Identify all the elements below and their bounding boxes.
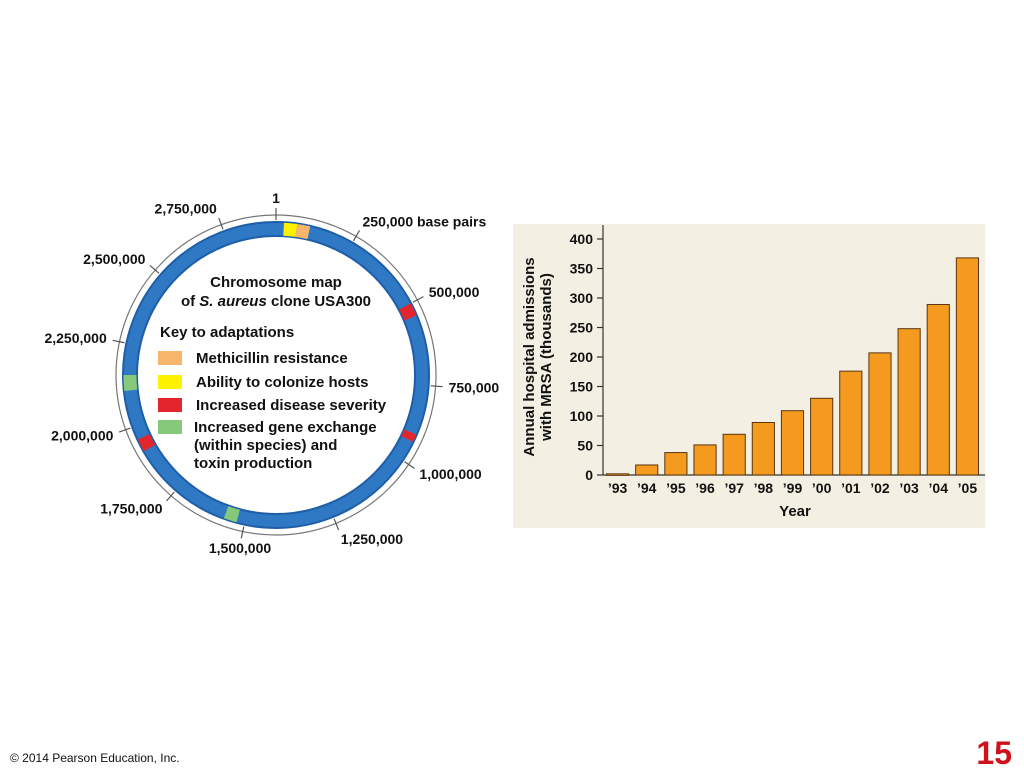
x-tick-label-0: ’93 [608, 480, 628, 496]
position-label-11: 2,750,000 [155, 201, 217, 217]
key-swatch-2 [158, 398, 182, 412]
position-label-8: 2,000,000 [51, 428, 113, 444]
y-tick-label-0: 0 [585, 467, 593, 483]
y-tick-label-1: 50 [577, 438, 593, 454]
position-tick-3 [430, 385, 443, 388]
map-title-species: S. aureus [199, 293, 267, 310]
bar-2 [664, 452, 688, 476]
x-tick-labels: ’93 ’94 ’95 ’96 ’97 ’98 ’99 ’00 ’01 ’02 ’03 ’04 ’05 [608, 480, 978, 496]
bar-10 [897, 328, 921, 476]
key-label-1: Ability to colonize hosts [196, 374, 369, 391]
adaptation-segments [123, 222, 417, 523]
mrsa-bar-chart: 0 50 100 150 200 250 300 350 400 ’93 ’94 ’95 ’96 ’97… [513, 224, 985, 528]
key-label-3-line0: Increased gene exchange [194, 419, 377, 436]
x-tick-label-6: ’99 [783, 480, 803, 496]
bar-12 [955, 257, 980, 476]
x-tick-label-12: ’05 [958, 480, 978, 496]
y-tick-label-8: 400 [570, 231, 594, 247]
y-tick-label-5: 250 [570, 320, 594, 336]
x-tick-label-5: ’98 [754, 480, 774, 496]
key-label-3-line1: (within species) and [194, 437, 337, 454]
bar-7 [810, 397, 834, 476]
adaptation-segment-0 [295, 223, 311, 240]
y-axis-title: Annual hospital admissions with MRSA (th… [521, 257, 555, 456]
x-tick-label-2: ’95 [666, 480, 686, 496]
key-swatch-1 [158, 375, 182, 389]
chromosome-map: 1 250,000 base pairs 500,000 750,000 1,000,0… [44, 190, 499, 556]
key-label-3-line2: toxin production [194, 455, 312, 472]
position-tick-5 [333, 518, 340, 531]
map-title-line1: Chromosome map [210, 274, 342, 291]
bar-3 [693, 444, 717, 476]
bar-9 [868, 352, 892, 476]
position-ticks [112, 208, 443, 539]
position-tick-7 [165, 491, 175, 502]
x-tick-label-11: ’04 [929, 480, 949, 496]
bar-5 [751, 421, 775, 476]
key-swatch-0 [158, 351, 182, 365]
position-labels: 1 250,000 base pairs 500,000 750,000 1,000,0… [44, 190, 499, 556]
map-title-rest: clone USA300 [267, 293, 371, 310]
key-swatch-3 [158, 420, 182, 434]
y-tick-label-4: 200 [570, 349, 594, 365]
key-title: Key to adaptations [160, 324, 294, 341]
copyright-notice: © 2014 Pearson Education, Inc. [10, 751, 180, 765]
position-tick-8 [118, 427, 131, 433]
y-tick-label-7: 350 [570, 261, 594, 277]
bar-8 [839, 370, 863, 476]
position-label-7: 1,750,000 [100, 501, 162, 517]
map-title-line2: of S. aureus clone USA300 [181, 293, 371, 310]
key-label-0: Methicillin resistance [196, 350, 348, 367]
y-tick-label-6: 300 [570, 290, 594, 306]
position-tick-4 [404, 461, 415, 469]
x-axis-title: Year [779, 503, 811, 520]
slide-number: 15 [976, 735, 1012, 771]
bar-4 [722, 433, 746, 476]
x-tick-label-7: ’00 [812, 480, 832, 496]
position-label-6: 1,500,000 [209, 540, 271, 556]
position-label-4: 1,000,000 [419, 466, 481, 482]
position-label-9: 2,250,000 [44, 330, 106, 346]
x-tick-label-10: ’03 [899, 480, 919, 496]
position-tick-2 [412, 296, 424, 303]
adaptation-key: Methicillin resistance Ability to coloniz… [158, 350, 387, 472]
x-tick-label-1: ’94 [637, 480, 657, 496]
bar-0 [606, 473, 630, 476]
chart-bars [606, 257, 980, 476]
map-title-of: of [181, 293, 199, 310]
position-label-5: 1,250,000 [341, 531, 403, 547]
x-tick-label-4: ’97 [724, 480, 744, 496]
adaptation-segment-1 [283, 222, 298, 237]
adaptation-segment-2 [399, 303, 417, 321]
y-axis-title-line2: with MRSA (thousands) [538, 273, 555, 442]
x-tick-label-3: ’96 [695, 480, 715, 496]
y-axis-title-line1: Annual hospital admissions [521, 257, 538, 456]
position-tick-9 [112, 339, 125, 344]
position-label-0: 1 [272, 190, 280, 206]
adaptation-segment-5 [137, 433, 156, 452]
position-tick-11 [218, 217, 224, 230]
adaptation-segment-6 [123, 374, 138, 391]
position-tick-6 [240, 526, 245, 539]
position-label-1: 250,000 base pairs [363, 214, 487, 230]
bar-11 [926, 303, 950, 476]
position-tick-1 [352, 230, 361, 242]
x-tick-label-8: ’01 [841, 480, 861, 496]
key-label-2: Increased disease severity [196, 397, 387, 414]
x-tick-label-9: ’02 [870, 480, 890, 496]
adaptation-segment-4 [223, 506, 240, 523]
bar-6 [780, 410, 805, 476]
position-label-3: 750,000 [449, 379, 500, 395]
y-tick-label-3: 150 [570, 379, 594, 395]
position-tick-10 [149, 264, 160, 274]
y-tick-label-2: 100 [570, 408, 594, 424]
position-label-10: 2,500,000 [83, 251, 145, 267]
adaptation-segment-3 [401, 429, 417, 442]
y-tick-labels: 0 50 100 150 200 250 300 350 400 [570, 231, 594, 483]
bar-1 [635, 464, 659, 476]
position-label-2: 500,000 [429, 284, 480, 300]
